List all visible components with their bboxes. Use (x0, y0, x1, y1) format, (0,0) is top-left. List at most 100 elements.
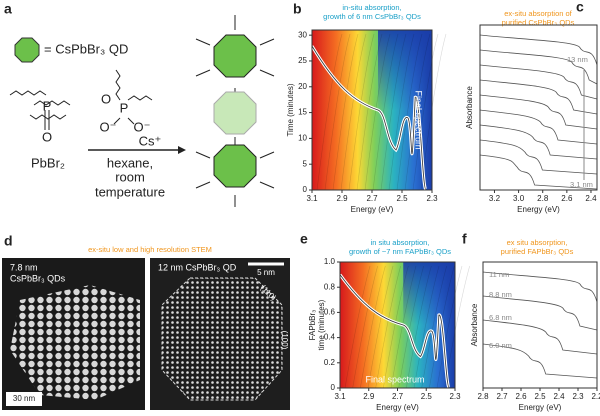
y-tick-label: 25 (298, 56, 307, 65)
annotation: 6.0 nm (489, 341, 512, 350)
contour (324, 33, 351, 191)
spectrum (479, 64, 598, 100)
condition: temperature (95, 184, 165, 199)
y-tick-label: 0.6 (324, 308, 336, 317)
x-tick-label: 2.3 (572, 392, 584, 401)
y-axis-label: FAPbBr₃ (308, 310, 317, 341)
caption: CsPbBr₃ QDs (10, 273, 66, 283)
atom: O (42, 129, 52, 144)
x-tick-label: 2.5 (396, 194, 408, 203)
y-tick-label: 0.2 (324, 358, 336, 367)
panel-title: ex-situ absorption of (504, 9, 572, 18)
spectrum (479, 109, 598, 145)
contour (375, 265, 401, 389)
x-tick-label: 2.2 (591, 392, 600, 401)
panel-title: in-situ absorption, (342, 3, 401, 12)
contour (421, 265, 447, 389)
y-tick-label: 20 (298, 82, 307, 91)
x-tick-label: 2.3 (426, 194, 438, 203)
contour (388, 33, 415, 191)
x-tick-label: 2.7 (496, 392, 508, 401)
atom: P (43, 98, 52, 113)
scale-label: 30 nm (13, 394, 36, 403)
spectrum (479, 34, 598, 69)
annotation: Final spectrum (365, 374, 424, 384)
spectrum (479, 124, 598, 160)
scale-label: 5 nm (257, 268, 275, 277)
x-tick-label: 3.1 (334, 392, 346, 401)
contour (348, 33, 375, 191)
y-axis-label: time (minutes) (317, 299, 326, 350)
annotation: 8.8 nm (489, 290, 512, 299)
x-tick-label: 2.7 (392, 392, 404, 401)
panel-label: a (4, 1, 12, 17)
x-tick-label: 2.7 (366, 194, 378, 203)
spectrum (482, 295, 598, 331)
panel-title: ex situ absorption, (507, 238, 568, 247)
x-tick-label: 3.1 (306, 194, 318, 203)
atom: O (101, 91, 111, 106)
x-tick-label: 2.9 (363, 392, 375, 401)
spectrum (482, 343, 598, 379)
contour (344, 265, 371, 389)
y-tick-label: 0 (331, 383, 336, 392)
x-tick-label: 2.8 (537, 194, 549, 203)
scale-box (6, 392, 42, 406)
x-tick-label: 2.8 (477, 392, 489, 401)
qd-lattice (161, 277, 283, 401)
panel-title: ex-situ low and high resolution STEM (88, 245, 212, 254)
y-tick-label: 0 (303, 185, 308, 194)
y-tick-label: 5 (303, 159, 308, 168)
panel-label: e (300, 231, 308, 247)
legend: = CsPbBr₃ QD (44, 41, 128, 56)
annotation: 6.8 nm (489, 313, 512, 322)
panel-label: c (576, 0, 584, 15)
qd-icon (14, 37, 40, 63)
y-tick-label: 15 (298, 108, 307, 117)
contour (429, 265, 455, 389)
contour (316, 33, 343, 191)
x-tick-label: 2.4 (585, 194, 597, 203)
qd-superlattice (10, 285, 140, 400)
caption: 12 nm CsPbBr₃ QD (158, 262, 237, 272)
panel-title: growth of ~7 nm FAPbBr₃ QDs (349, 247, 451, 256)
ligand-drawing (9, 69, 153, 130)
annotation: 3.1 nm (570, 180, 593, 189)
facet: (100) (280, 331, 289, 350)
panel-label: d (4, 233, 13, 249)
contour (383, 265, 409, 389)
condition: hexane, (107, 155, 153, 170)
arrow-head (178, 146, 186, 154)
caption: 7.8 nm (10, 262, 38, 272)
x-tick-label: 2.6 (561, 194, 573, 203)
annotation: 11 nm (489, 270, 509, 279)
y-tick-label: 0.4 (324, 333, 336, 342)
y-axis-label: Time (minutes) (286, 83, 295, 136)
panel-label: f (462, 231, 467, 247)
condition: room (115, 169, 145, 184)
x-tick-label: 2.5 (534, 392, 546, 401)
contour (412, 33, 439, 191)
contour (396, 33, 423, 191)
contour (352, 265, 378, 389)
annotation: Final spectrum (414, 90, 424, 149)
precursor: PbBr₂ (31, 155, 65, 170)
contour (372, 33, 399, 191)
x-tick-label: 2.9 (336, 194, 348, 203)
spectrum (479, 94, 598, 130)
contour (390, 265, 417, 389)
x-axis-label: Energy (eV) (351, 205, 394, 214)
y-tick-label: 0.8 (324, 282, 336, 291)
contour (436, 265, 463, 389)
x-axis-label: Energy (eV) (517, 205, 560, 214)
spectrum (479, 154, 598, 190)
plot-frame (479, 24, 598, 191)
spectrum (482, 271, 598, 306)
panel-title: purified CsPbBr₃ QDs (502, 18, 575, 27)
x-tick-label: 3.0 (513, 194, 525, 203)
spectrum (479, 79, 598, 115)
x-tick-label: 2.5 (421, 392, 433, 401)
annotation: 13 nm (567, 55, 588, 64)
atom: Cs⁺ (139, 133, 162, 148)
